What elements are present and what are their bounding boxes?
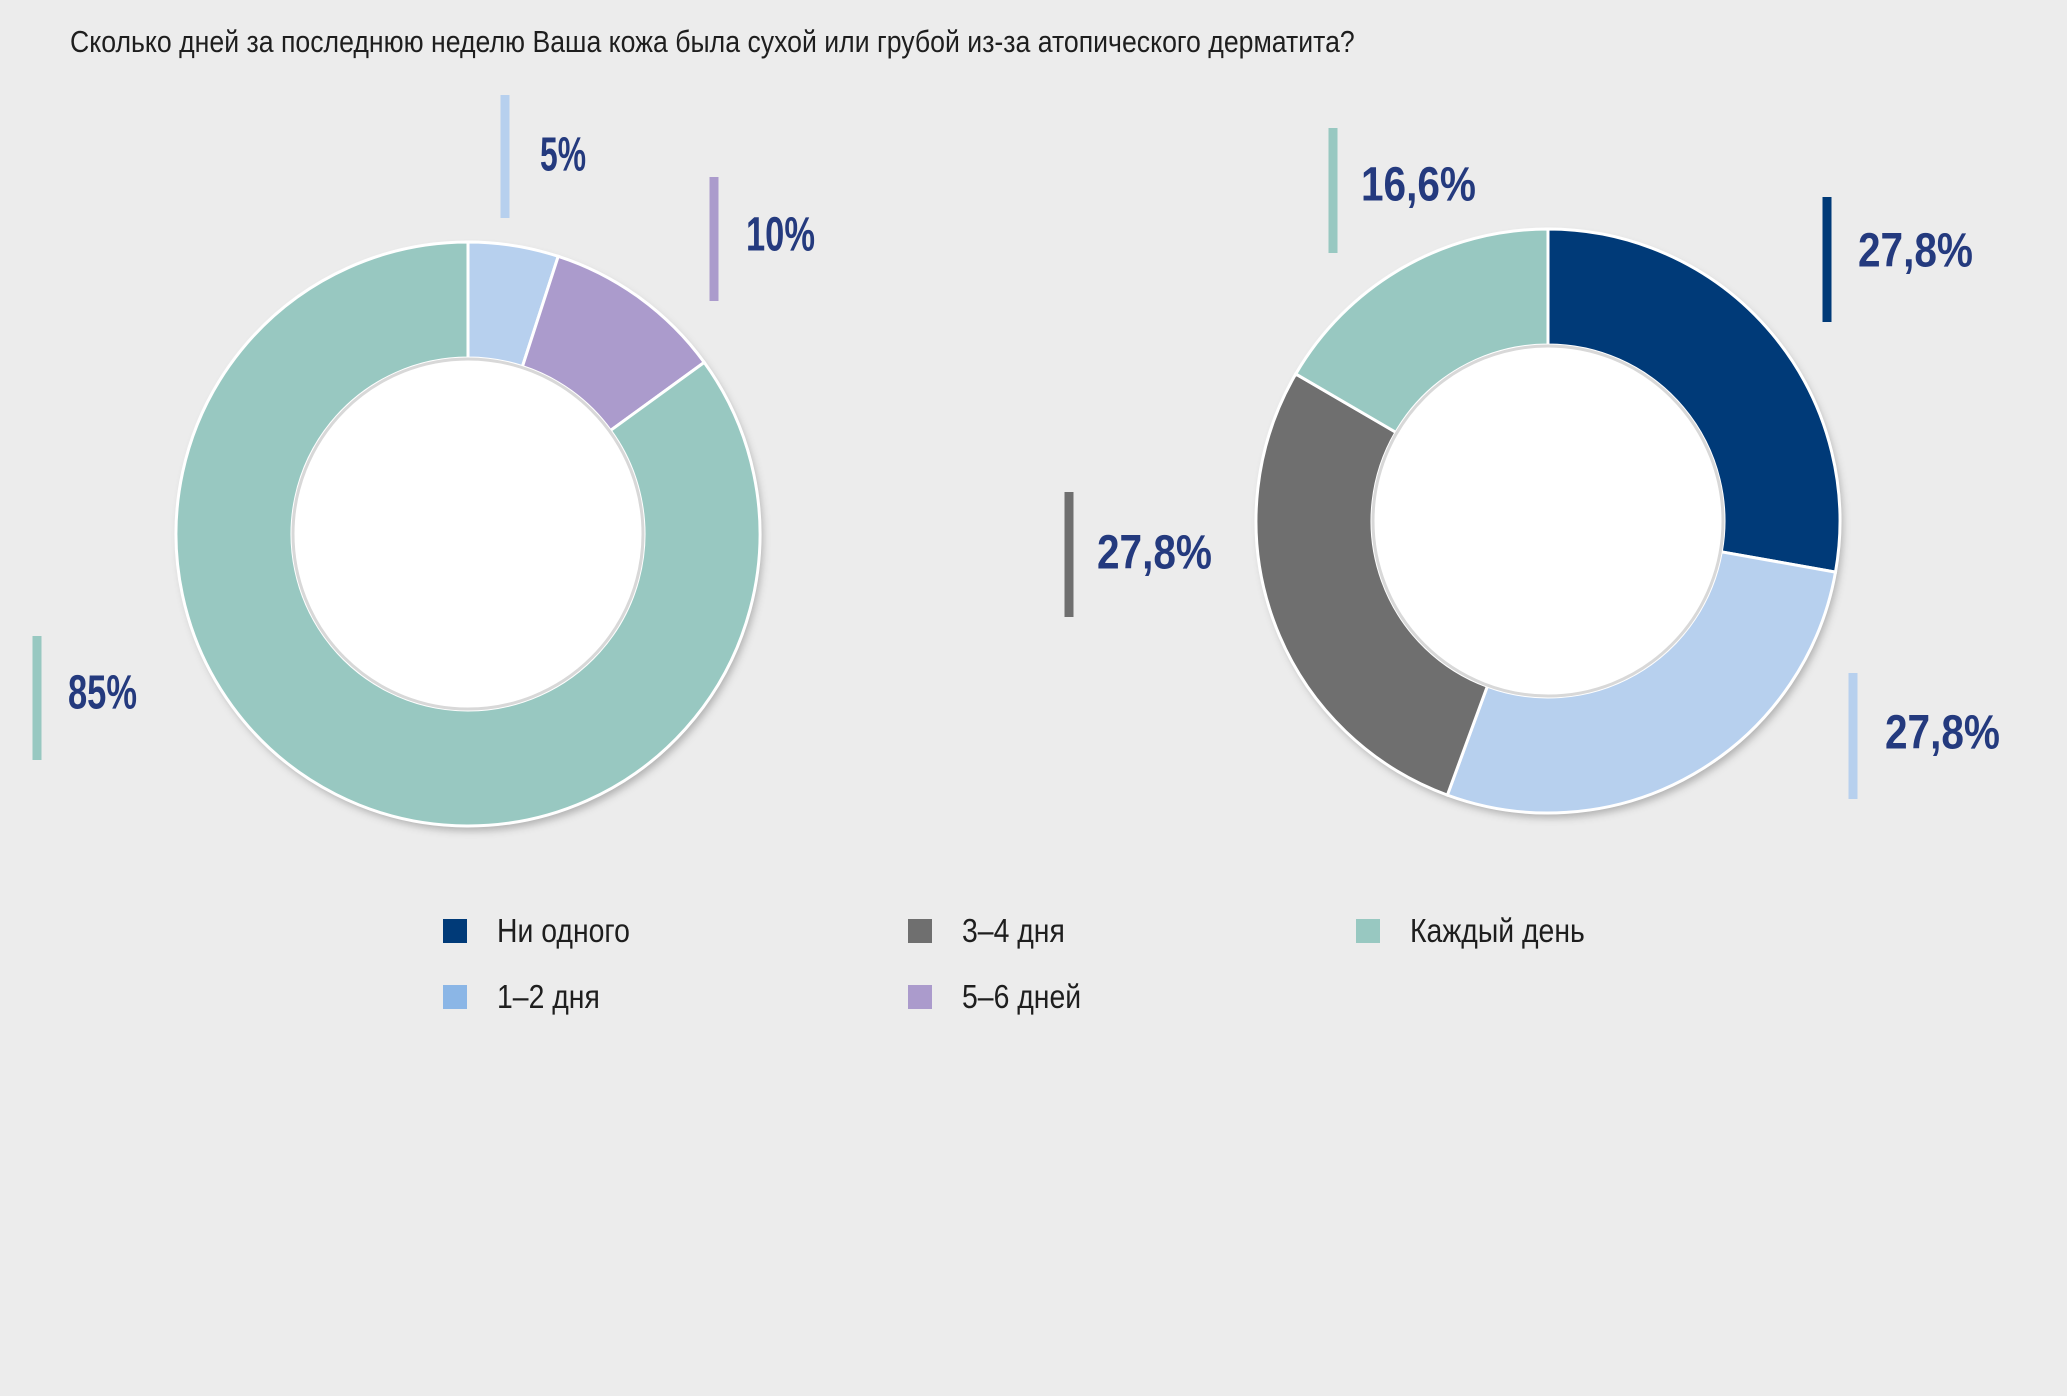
donut-chart-right: 27,8% 27,8% 27,8% 16,6%: [1064, 128, 2000, 815]
data-label: 27,8%: [1858, 225, 1973, 278]
data-label: 85%: [68, 667, 137, 720]
data-label: 5%: [540, 129, 586, 182]
data-label: 16,6%: [1361, 159, 1476, 212]
data-label: 27,8%: [1885, 707, 2000, 760]
donut-hole: [291, 357, 645, 711]
donut-hole: [1371, 344, 1725, 698]
chart-title: Сколько дней за последнюю неделю Ваша ко…: [70, 24, 1355, 59]
donut-chart-left: 5% 10% 85%: [32, 95, 815, 828]
data-label: 10%: [746, 209, 815, 262]
data-label: 27,8%: [1097, 527, 1212, 580]
